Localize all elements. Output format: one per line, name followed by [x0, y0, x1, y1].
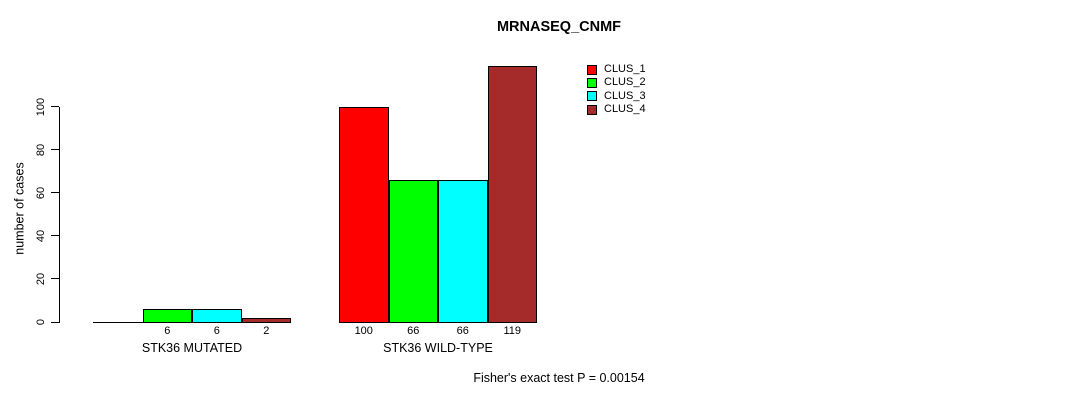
legend-swatch [587, 77, 597, 88]
legend-label: CLUS_1 [604, 63, 646, 75]
bar-value-label: 2 [263, 325, 270, 337]
bar-value-label: 6 [213, 325, 220, 337]
y-tick-mark [51, 106, 59, 107]
legend-label: CLUS_4 [604, 103, 646, 116]
y-tick-mark [51, 192, 59, 194]
bar [487, 65, 537, 323]
bar [438, 179, 488, 323]
legend-swatch [587, 104, 597, 115]
bar [339, 106, 389, 323]
legend-swatch [587, 64, 597, 75]
legend-swatch [587, 91, 597, 102]
y-tick-label: 60 [35, 186, 47, 199]
bar-value-label: 66 [407, 325, 420, 337]
fisher-test-footnote: Fisher's exact test P = 0.00154 [473, 371, 645, 385]
legend-item: CLUS_3 [587, 90, 646, 103]
bar [192, 309, 242, 323]
y-tick-mark [51, 278, 59, 280]
y-tick-mark [51, 321, 59, 323]
group-label: STK36 MUTATED [141, 341, 243, 355]
y-axis-line [59, 106, 60, 323]
bar [241, 317, 291, 323]
y-tick-label: 0 [35, 318, 47, 326]
bar-value-label: 119 [503, 325, 522, 337]
bar-value-label: 66 [456, 325, 469, 337]
legend: CLUS_1 CLUS_2 CLUS_3 CLUS_4 [587, 63, 707, 119]
legend-label: CLUS_2 [604, 76, 646, 89]
y-tick-label: 100 [35, 97, 47, 116]
bar-value-label: 100 [354, 325, 373, 337]
y-tick-mark [51, 235, 59, 237]
y-tick-mark [51, 149, 59, 151]
y-tick-label: 20 [35, 272, 47, 286]
y-axis-label: number of cases [12, 162, 27, 255]
legend-item: CLUS_4 [587, 103, 646, 116]
y-tick-label: 80 [35, 143, 47, 156]
legend-label: CLUS_3 [604, 89, 646, 102]
legend-item: CLUS_1 [587, 63, 646, 76]
chart-title: MRNASEQ_CNMF [496, 19, 622, 35]
group-label: STK36 WILD-TYPE [383, 341, 493, 355]
bar [388, 179, 438, 323]
y-tick-label: 40 [35, 229, 47, 242]
bar-value-label: 6 [164, 325, 171, 337]
legend-item: CLUS_2 [587, 76, 646, 89]
bar [142, 309, 192, 323]
